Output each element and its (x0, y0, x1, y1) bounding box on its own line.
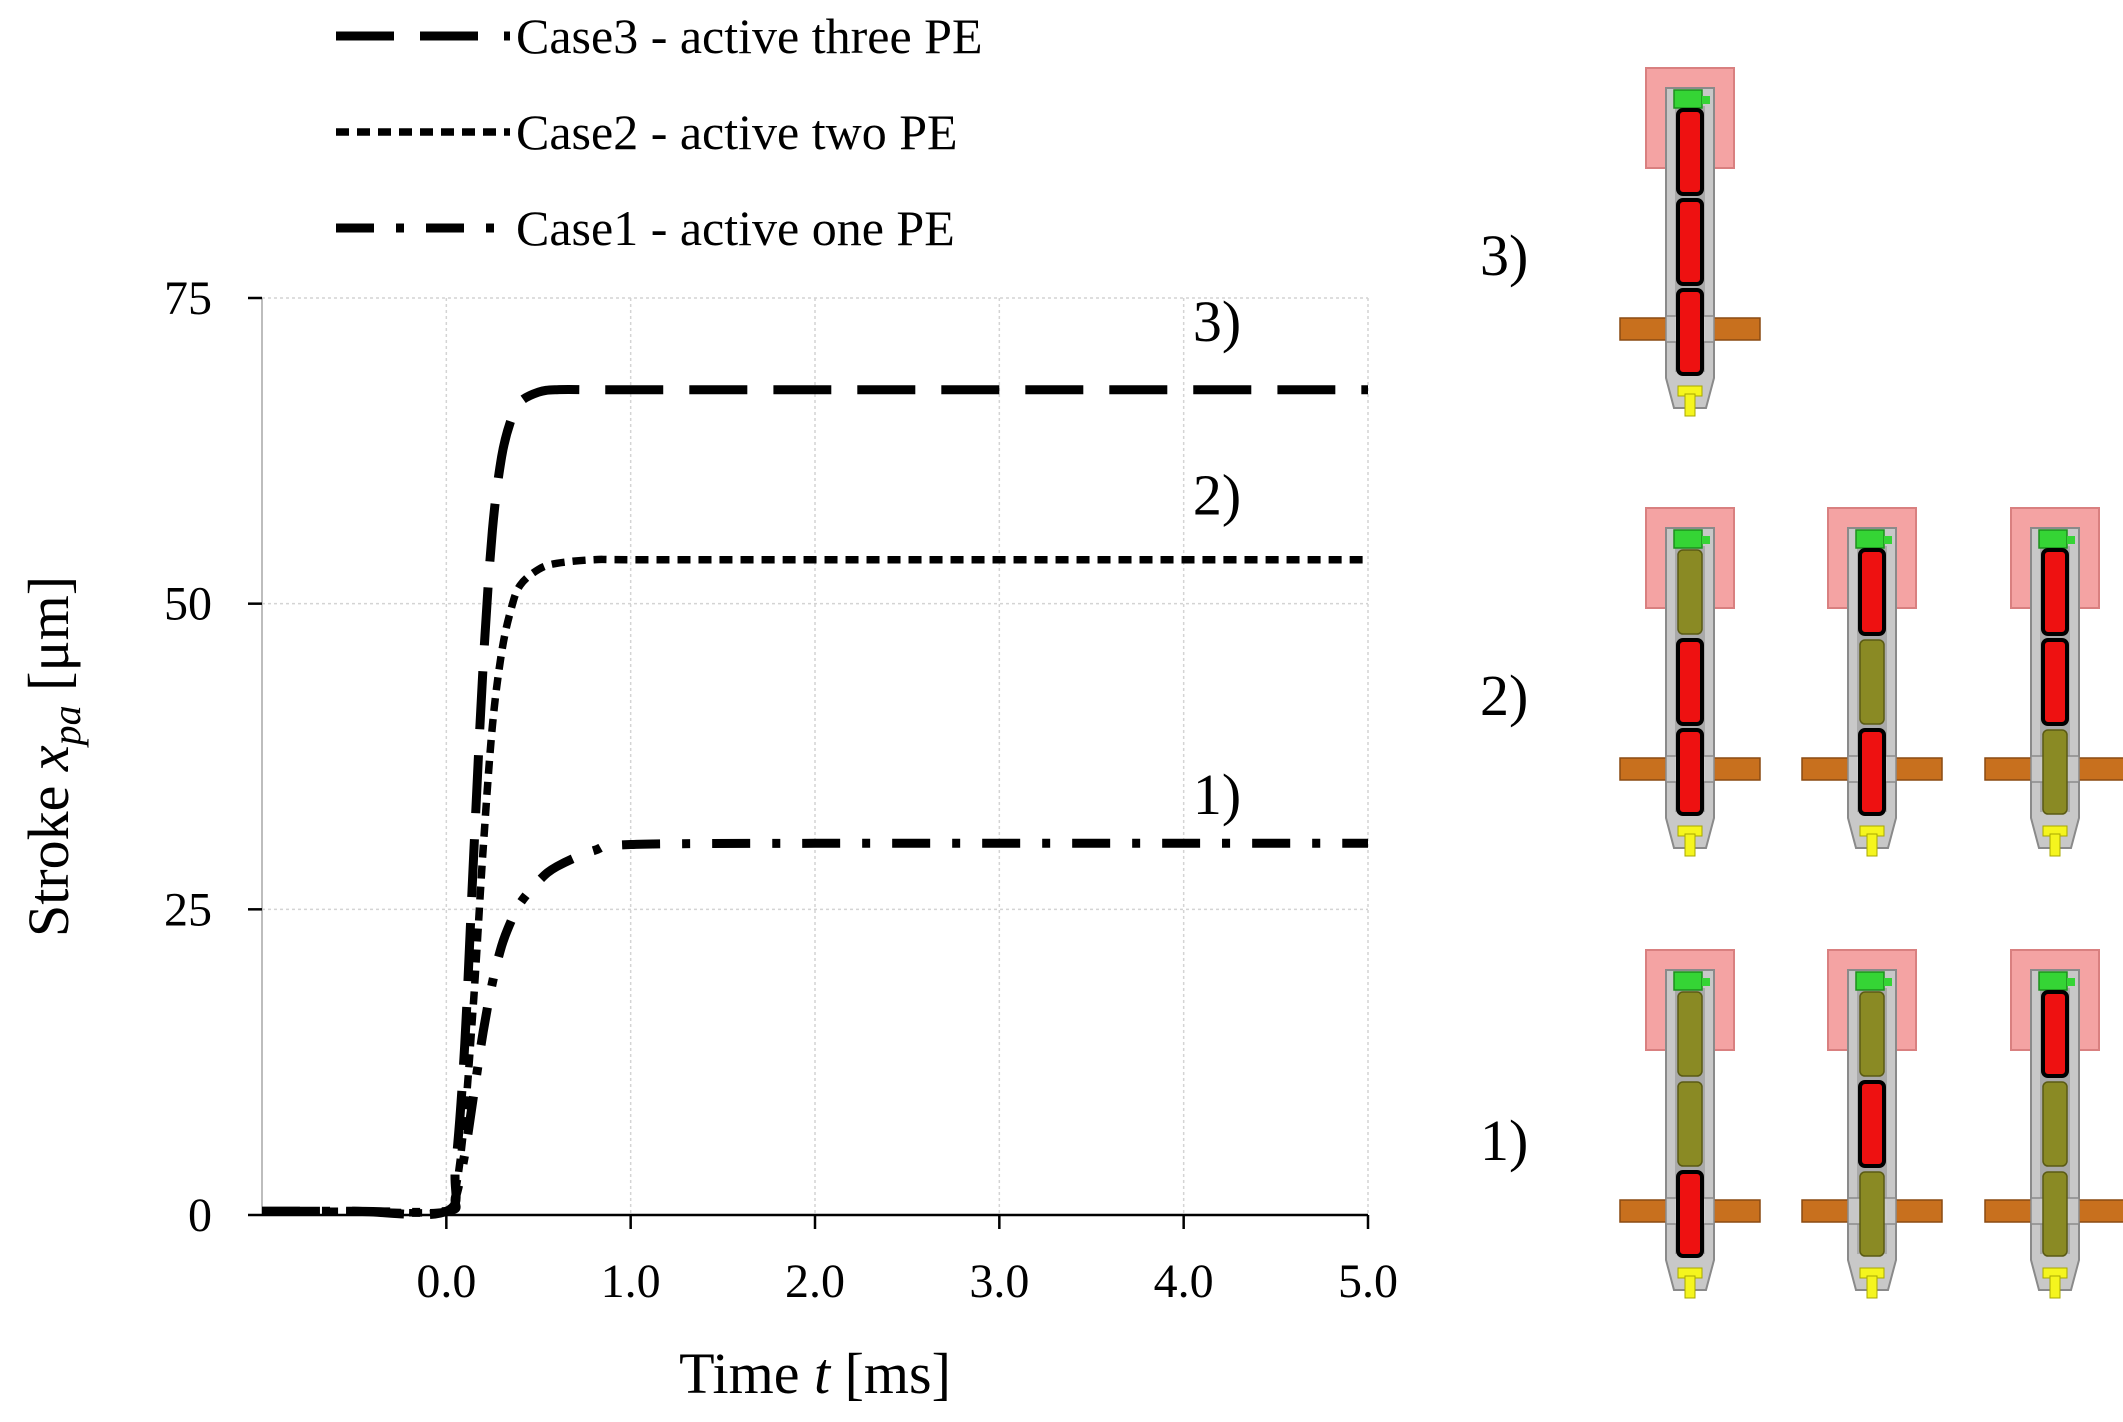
y-axis-title-subscript: pa (44, 705, 89, 748)
x-tick-label: 1.0 (601, 1255, 661, 1308)
inactive-piezo-element (1677, 1081, 1703, 1167)
piezo-actuator-drawing (1801, 507, 1943, 857)
preload-spring (1855, 529, 1885, 549)
y-tick-label: 75 (164, 272, 212, 325)
inactive-piezo-element (2042, 1081, 2068, 1167)
preload-spring (1673, 529, 1703, 549)
x-tick-label: 0.0 (416, 1255, 476, 1308)
preload-spring-tab (1702, 96, 1710, 104)
preload-spring-tab (2067, 978, 2075, 986)
x-axis-title-unit: [ms] (830, 1341, 951, 1406)
case-group-label: 1) (1480, 1108, 1528, 1173)
preload-spring (1673, 89, 1703, 109)
output-tip-stem (1866, 833, 1878, 857)
piezo-actuator-drawing (1619, 507, 1761, 857)
inactive-piezo-element (1859, 639, 1885, 725)
x-axis-title-symbol: t (814, 1341, 832, 1406)
piezo-actuator-drawing (1619, 949, 1761, 1299)
preload-spring (1673, 971, 1703, 991)
active-piezo-element (1676, 1170, 1704, 1258)
case-group-label: 3) (1480, 223, 1528, 288)
piezo-actuator-drawing (1801, 949, 1943, 1299)
inactive-piezo-element (1859, 991, 1885, 1077)
preload-spring-tab (1702, 536, 1710, 544)
active-piezo-element (1676, 288, 1704, 376)
preload-spring-tab (2067, 536, 2075, 544)
curve-label: 1) (1193, 762, 1241, 827)
curve-label: 2) (1193, 462, 1241, 527)
curve-label: 3) (1193, 289, 1241, 354)
preload-spring-tab (1884, 978, 1892, 986)
actuator-case-group: 2) (1480, 507, 2123, 857)
x-axis-title: Time t [ms] (679, 1341, 951, 1406)
piezo-actuator-drawing (1984, 507, 2123, 857)
x-tick-label: 4.0 (1154, 1255, 1214, 1308)
series-line-case3 (262, 385, 1368, 1220)
actuator-illustration-panel: 3) 2) 1) (1480, 67, 2123, 1299)
active-piezo-element (1676, 108, 1704, 196)
legend: Case3 - active three PE Case2 - active tw… (336, 8, 982, 256)
active-piezo-element (2041, 638, 2069, 726)
active-piezo-element (2041, 990, 2069, 1078)
active-piezo-element (2041, 548, 2069, 636)
y-tick-label: 50 (164, 578, 212, 631)
preload-spring (2038, 971, 2068, 991)
legend-entry-label: Case1 - active one PE (516, 200, 955, 256)
inactive-piezo-element (2042, 1171, 2068, 1257)
inactive-piezo-element (1677, 991, 1703, 1077)
active-piezo-element (1676, 638, 1704, 726)
actuator-case-group: 3) (1480, 67, 1761, 417)
series-line-case1 (262, 838, 1368, 1217)
preload-spring (2038, 529, 2068, 549)
y-tick-label: 0 (188, 1189, 212, 1242)
active-piezo-element (1858, 728, 1886, 816)
piezo-actuator-drawing (1984, 949, 2123, 1299)
active-piezo-element (1858, 1080, 1886, 1168)
output-tip-stem (1684, 1275, 1696, 1299)
x-tick-label: 5.0 (1338, 1255, 1398, 1308)
legend-entry-label: Case2 - active two PE (516, 104, 958, 160)
output-tip-stem (1684, 393, 1696, 417)
piezo-actuator-drawing (1619, 67, 1761, 417)
output-tip-stem (2049, 833, 2061, 857)
preload-spring-tab (1702, 978, 1710, 986)
y-axis-title-unit: [μm] (16, 576, 81, 705)
series-line-case2 (262, 555, 1368, 1217)
y-tick-label: 25 (164, 883, 212, 936)
case-group-label: 2) (1480, 663, 1528, 728)
inactive-piezo-element (2042, 729, 2068, 815)
active-piezo-element (1676, 728, 1704, 816)
preload-spring-tab (1884, 536, 1892, 544)
output-tip-stem (2049, 1275, 2061, 1299)
y-axis-title-text: Stroke (16, 771, 81, 937)
y-axis-title-symbol: x (16, 745, 81, 772)
actuator-case-group: 1) (1480, 949, 2123, 1299)
output-tip-stem (1866, 1275, 1878, 1299)
preload-spring (1855, 971, 1885, 991)
x-tick-label: 3.0 (969, 1255, 1029, 1308)
x-tick-label: 2.0 (785, 1255, 845, 1308)
legend-entry-label: Case3 - active three PE (516, 8, 982, 64)
x-axis-title-text: Time (679, 1341, 814, 1406)
active-piezo-element (1676, 198, 1704, 286)
output-tip-stem (1684, 833, 1696, 857)
inactive-piezo-element (1677, 549, 1703, 635)
active-piezo-element (1858, 548, 1886, 636)
inactive-piezo-element (1859, 1171, 1885, 1257)
y-axis-title: Stroke xpa [μm] (16, 576, 89, 937)
plot-area: 0.0 1.0 2.0 3.0 4.0 5.0 0 25 50 75 Time t [ms] Stro… (16, 272, 1398, 1406)
